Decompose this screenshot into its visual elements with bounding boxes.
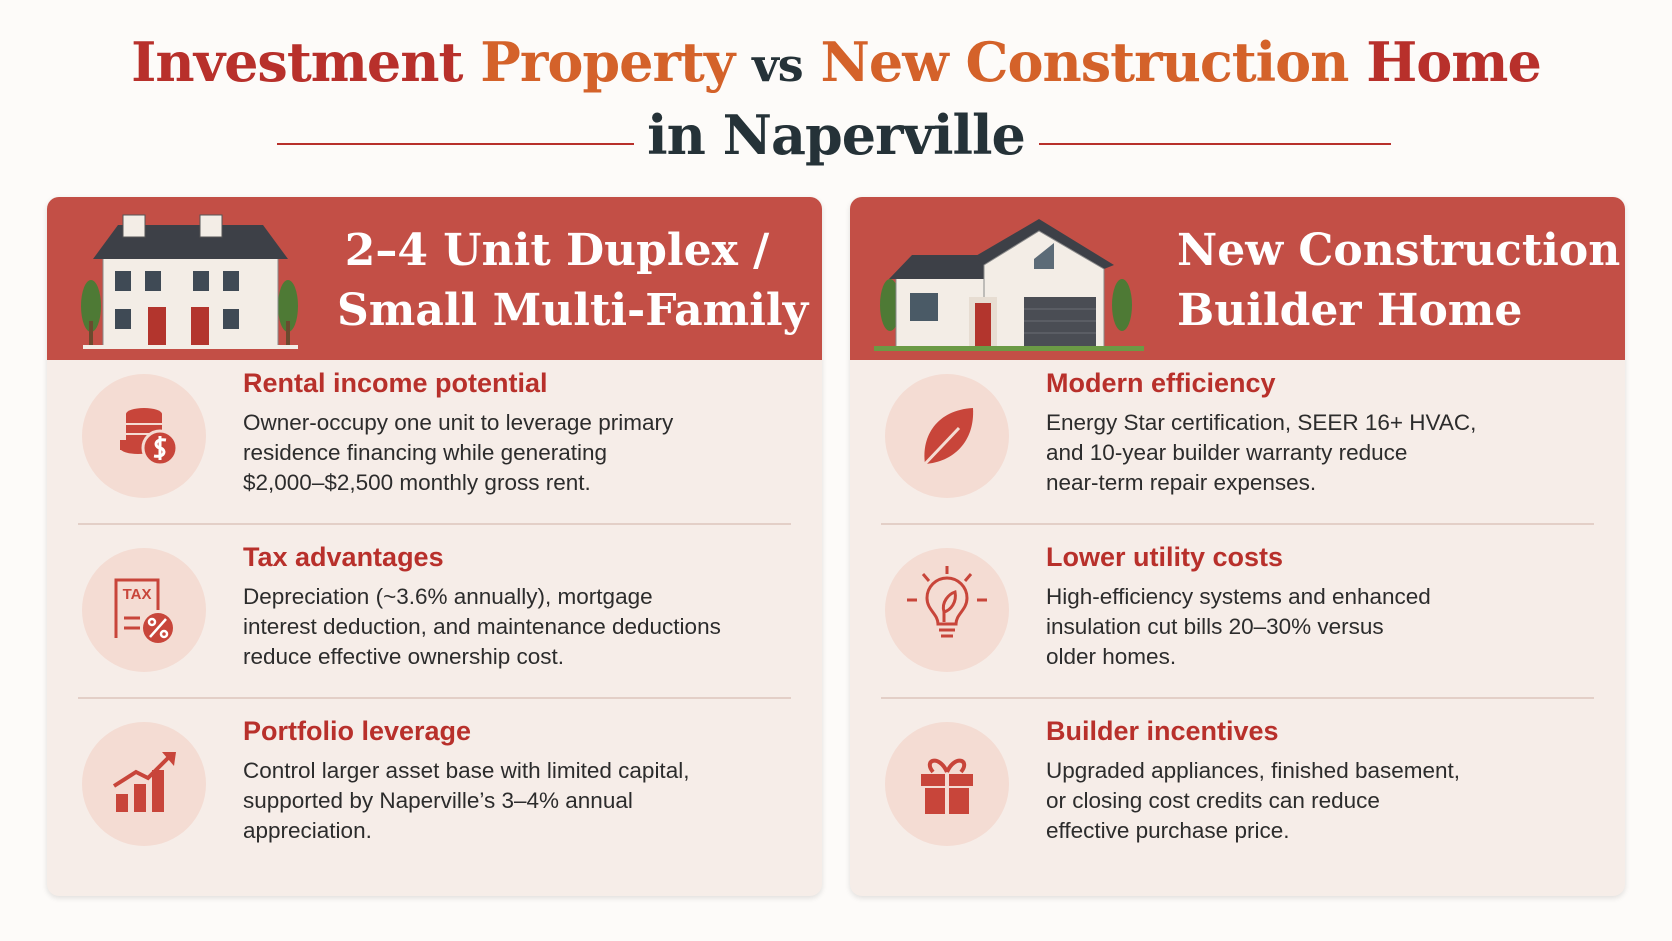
item-title: Portfolio leverage bbox=[243, 716, 472, 746]
item-text: or closing cost credits can reduce bbox=[1046, 788, 1380, 813]
item-text: insulation cut bills 20–30% versus bbox=[1046, 614, 1384, 639]
title-rule bbox=[277, 143, 634, 145]
heading-line: 2–4 Unit Duplex / bbox=[344, 225, 770, 276]
item-icon bbox=[82, 722, 206, 846]
heading-line: Small Multi-Family bbox=[337, 285, 809, 336]
panel: New Construction Builder Home Modern effi… bbox=[850, 197, 1625, 896]
panel: 2–4 Unit Duplex / Small Multi-Family Rent… bbox=[47, 197, 822, 896]
title-line-1: Investment Property vs New Construction … bbox=[0, 30, 1672, 94]
item-text: older homes. bbox=[1046, 644, 1177, 669]
item-text: near-term repair expenses. bbox=[1046, 470, 1317, 495]
item-text: supported by Naperville’s 3–4% annual bbox=[243, 788, 633, 813]
panel-header: New Construction Builder Home bbox=[850, 197, 1625, 360]
duplex-illustration bbox=[81, 214, 298, 349]
item-icon bbox=[885, 374, 1009, 498]
title-word: Investment bbox=[131, 30, 463, 94]
title-word: New Construction bbox=[820, 30, 1350, 94]
item-icon bbox=[885, 548, 1009, 672]
divider bbox=[881, 697, 1594, 699]
item-icon bbox=[82, 374, 206, 498]
divider bbox=[78, 697, 791, 699]
item-text: Energy Star certification, SEER 16+ HVAC… bbox=[1046, 410, 1477, 435]
item-title: Tax advantages bbox=[243, 542, 444, 572]
item-title: Builder incentives bbox=[1046, 716, 1279, 746]
house-illustration bbox=[874, 219, 1144, 351]
item-icon bbox=[885, 722, 1009, 846]
item-title: Modern efficiency bbox=[1046, 368, 1276, 398]
item-text: effective purchase price. bbox=[1046, 818, 1290, 843]
item-text: High-efficiency systems and enhanced bbox=[1046, 584, 1431, 609]
item-title: Rental income potential bbox=[243, 368, 548, 398]
item-text: Owner-occupy one unit to leverage primar… bbox=[243, 410, 674, 435]
divider bbox=[881, 523, 1594, 525]
heading-line: Builder Home bbox=[1177, 285, 1523, 336]
title-line-2: in Naperville bbox=[647, 103, 1026, 167]
item-text: and 10-year builder warranty reduce bbox=[1046, 440, 1408, 465]
panel-heading: 2–4 Unit Duplex / Small Multi-Family bbox=[337, 221, 809, 341]
item-text: Control larger asset base with limited c… bbox=[243, 758, 690, 783]
title-word: Home bbox=[1366, 30, 1542, 94]
item-text: $2,000–$2,500 monthly gross rent. bbox=[243, 470, 591, 495]
item-text: appreciation. bbox=[243, 818, 372, 843]
divider bbox=[78, 523, 791, 525]
item-text: interest deduction, and maintenance dedu… bbox=[243, 614, 721, 639]
item-text: Depreciation (~3.6% annually), mortgage bbox=[243, 584, 653, 609]
item-title: Lower utility costs bbox=[1046, 542, 1284, 572]
title-word: Property bbox=[480, 30, 735, 94]
item-text: residence financing while generating bbox=[243, 440, 607, 465]
title-rule bbox=[1039, 143, 1391, 145]
panel-header: 2–4 Unit Duplex / Small Multi-Family bbox=[47, 197, 822, 360]
item-icon: TAX bbox=[82, 548, 206, 672]
icon-label: TAX bbox=[123, 586, 152, 603]
panel-heading: New Construction Builder Home bbox=[1177, 221, 1620, 341]
heading-line: New Construction bbox=[1177, 225, 1621, 276]
title-word: vs bbox=[752, 38, 804, 92]
item-text: reduce effective ownership cost. bbox=[243, 644, 565, 669]
item-text: Upgraded appliances, finished basement, bbox=[1046, 758, 1461, 783]
